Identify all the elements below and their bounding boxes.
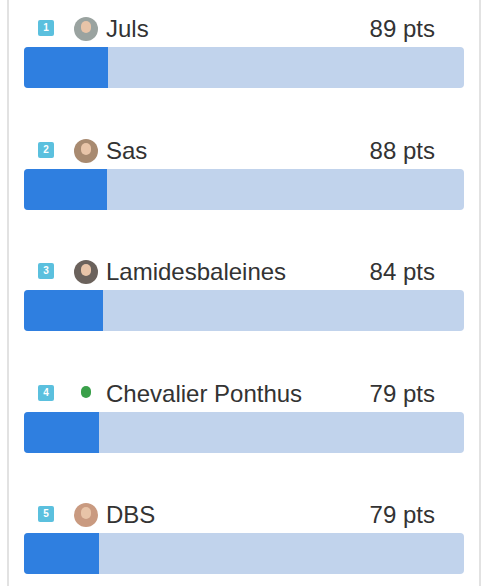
rank-badge: 1 [38,20,54,36]
bar [24,412,99,453]
bar [24,47,108,88]
player-name: Chevalier Ponthus [106,380,302,408]
points-label: 89 pts [302,15,435,43]
avatar-face [81,143,91,155]
avatar [74,503,98,527]
avatar [74,382,98,406]
panel: 1 Juls 89 pts 2 Sas 88 pts 3 Lamidesbaleines 84 … [7,0,481,586]
bar-track [24,412,464,453]
bar-track [24,169,464,210]
rank-badge: 3 [38,263,54,279]
avatar-face [81,21,91,33]
avatar [74,17,98,41]
player-name: Sas [106,137,147,165]
points-label: 79 pts [302,501,435,529]
points-label: 84 pts [302,258,435,286]
bar [24,533,99,574]
points-label: 88 pts [302,137,435,165]
points-label: 79 pts [302,380,435,408]
avatar-face [81,264,91,276]
avatar [74,139,98,163]
avatar-face [81,386,91,398]
bar [24,290,103,331]
avatar-face [81,507,91,519]
rank-badge: 2 [38,142,54,158]
player-name: Juls [106,15,149,43]
bar [24,169,107,210]
player-name: DBS [106,501,155,529]
bar-track [24,47,464,88]
bar-track [24,533,464,574]
avatar [74,260,98,284]
rank-badge: 5 [38,506,54,522]
bar-track [24,290,464,331]
player-name: Lamidesbaleines [106,258,286,286]
rank-badge: 4 [38,385,54,401]
